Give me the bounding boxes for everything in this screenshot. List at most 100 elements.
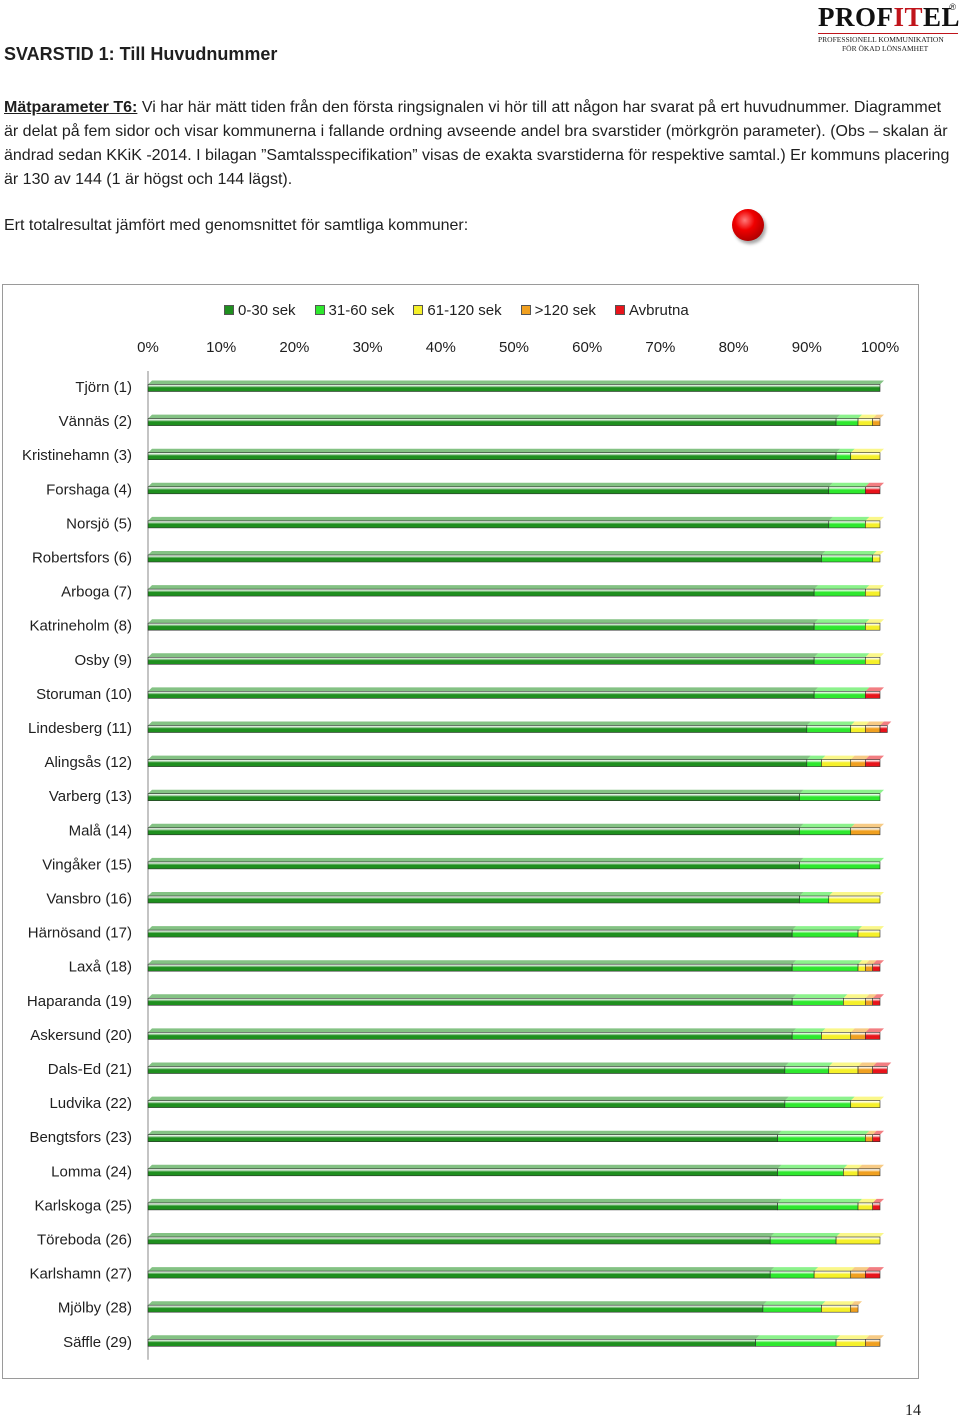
bar-segment: [857, 1202, 873, 1211]
bar-segment-top: [828, 1062, 863, 1067]
bar-segment-top: [858, 1164, 884, 1169]
x-tick-label: 80%: [719, 339, 749, 356]
legend-item: 0-30 sek: [224, 302, 296, 319]
category-label: Tjörn (1): [75, 379, 132, 396]
legend-swatch: [520, 305, 531, 315]
bar-segment-top: [148, 892, 804, 896]
bar-segment-top: [858, 926, 884, 931]
bar-segment: [828, 895, 881, 904]
bar-segment-top: [770, 1267, 819, 1272]
bar-segment-top: [806, 755, 826, 760]
bar-segment-top: [148, 823, 804, 828]
category-label: Ludvika (22): [49, 1095, 132, 1112]
bar-segment-top: [148, 721, 811, 726]
category-label: Vingåker (15): [42, 856, 132, 873]
category-label: Vännäs (2): [59, 413, 132, 430]
bar-segment: [147, 384, 881, 392]
x-tick-label: 50%: [499, 339, 529, 356]
bar-segment: [147, 725, 808, 733]
bar-segment-top: [799, 857, 884, 862]
bar-segment: [865, 588, 881, 597]
bar-segment: [865, 622, 881, 631]
bar-segment-top: [148, 380, 884, 385]
bar-segment: [147, 418, 837, 426]
bar-segment-top: [872, 551, 884, 555]
bar-segment: [791, 997, 844, 1006]
category-label: Karlskoga (25): [34, 1197, 132, 1214]
bar-segment: [872, 963, 881, 972]
bar-segment: [850, 1032, 866, 1040]
bar-segment-top: [148, 687, 819, 692]
parameter-label: Mätparameter T6:: [4, 99, 138, 116]
bar-segment-top: [850, 1267, 870, 1272]
bar-segment-top: [858, 960, 870, 965]
bar-segment: [865, 997, 873, 1006]
bar-segment: [835, 418, 859, 426]
bar-segment-top: [858, 1062, 877, 1067]
bar-segment-top: [836, 1335, 870, 1340]
bar-segment: [147, 1236, 771, 1245]
category-label: Karlshamn (27): [29, 1266, 132, 1283]
intro-paragraph: Mätparameter T6: Vi har här mätt tiden f…: [4, 96, 954, 192]
category-label: Malå (14): [69, 822, 132, 839]
bar-segment-top: [872, 414, 884, 419]
x-tick-label: 70%: [645, 339, 675, 356]
bar-segment: [865, 656, 881, 665]
category-label: Askersund (20): [30, 1027, 132, 1044]
bar-segment-top: [148, 585, 819, 590]
bar-segment: [872, 997, 881, 1006]
bar-segment-top: [148, 789, 804, 794]
bar-segment-top: [148, 1335, 760, 1340]
bar-segment-top: [850, 721, 870, 726]
legend-item: Avbrutna: [614, 302, 689, 319]
bar-segment: [806, 759, 822, 767]
bar-segment: [147, 1270, 771, 1279]
bar-segment-top: [814, 1267, 855, 1272]
bar-segment-top: [865, 516, 884, 521]
bar-segment: [813, 622, 866, 631]
bar-segment: [850, 1100, 881, 1108]
category-label: Katrineholm (8): [29, 618, 132, 635]
bar-segment: [147, 1066, 786, 1074]
bar-segment-top: [828, 482, 870, 487]
bar-segment-top: [865, 653, 884, 658]
bar-segment: [835, 452, 852, 460]
stacked-bar-chart: 0% 10% 20% 30% 40% 50% 60% 70% 80% 90% 100% Tjörn (…: [22, 339, 899, 1360]
category-label: Mjölby (28): [58, 1300, 132, 1317]
bar-segment-top: [821, 551, 877, 555]
bar-segment: [147, 1032, 793, 1040]
bar-segment-top: [148, 551, 826, 555]
category-label: Norsjö (5): [66, 515, 132, 532]
bar-segment-top: [755, 1335, 841, 1340]
bar-segment: [857, 1168, 881, 1177]
intro-text: Vi har här mätt tiden från den första ri…: [4, 99, 950, 188]
bar-segment-top: [799, 892, 833, 896]
bar-segment: [828, 1066, 859, 1074]
bar-segment-top: [865, 619, 884, 624]
bar-segment-top: [148, 1198, 782, 1203]
bar-segment: [147, 827, 800, 836]
category-label: Storuman (10): [36, 686, 132, 703]
bar-segment-top: [828, 516, 870, 521]
bar-segment-top: [872, 1130, 884, 1135]
bar-segment-top: [865, 960, 877, 965]
bar-segment: [777, 1134, 866, 1143]
bar-segment: [865, 725, 881, 733]
bar-segment: [857, 418, 873, 426]
bar-segment: [865, 963, 873, 972]
category-label: Säffle (29): [63, 1334, 132, 1351]
bar-segment-top: [865, 687, 884, 692]
bar-segment: [147, 656, 815, 665]
bar-segment: [843, 997, 866, 1006]
bar-segment: [865, 691, 881, 699]
bar-segment-top: [865, 994, 877, 999]
legend-label: >120 sek: [534, 301, 596, 319]
bar-segment-top: [806, 721, 855, 726]
bar-segment: [791, 1032, 822, 1040]
bar-segment: [147, 691, 815, 699]
bar-segment: [147, 520, 830, 529]
legend-item: 61-120 sek: [413, 302, 502, 319]
bar-segment-top: [865, 755, 884, 760]
category-label: Lindesberg (11): [28, 720, 132, 737]
bar-segment-top: [148, 414, 841, 419]
